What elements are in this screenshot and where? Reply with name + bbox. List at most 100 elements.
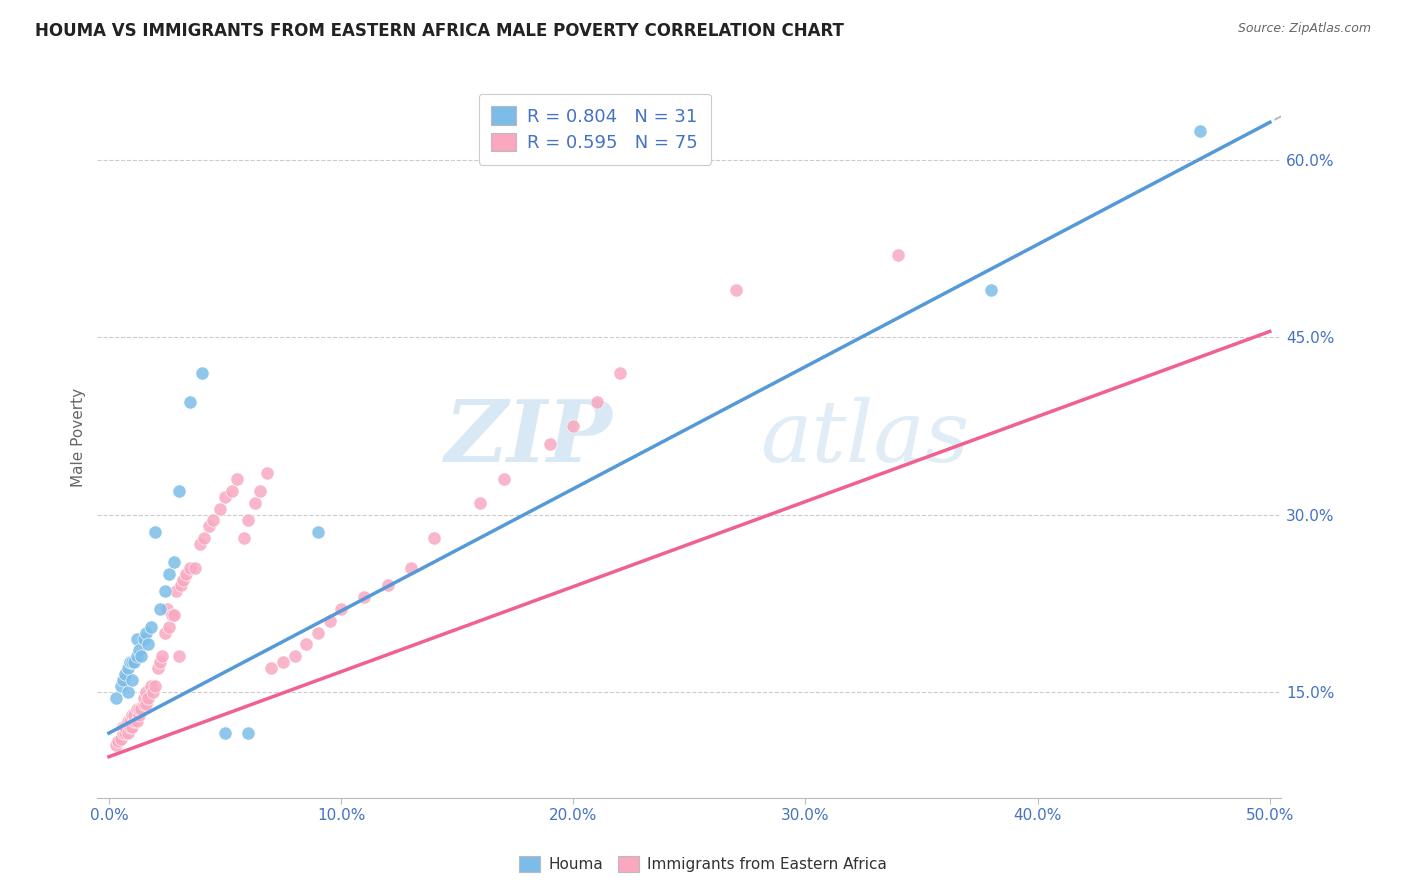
Point — [135, 625, 157, 640]
Point — [184, 560, 207, 574]
Point — [156, 602, 179, 616]
Point — [307, 625, 329, 640]
Point — [138, 638, 160, 652]
Point — [135, 697, 157, 711]
Point — [260, 661, 283, 675]
Point — [132, 690, 155, 705]
Point — [980, 283, 1002, 297]
Point — [121, 655, 143, 669]
Point — [538, 436, 561, 450]
Point — [163, 555, 186, 569]
Point — [202, 513, 225, 527]
Point — [249, 483, 271, 498]
Point — [117, 726, 139, 740]
Text: Source: ZipAtlas.com: Source: ZipAtlas.com — [1237, 22, 1371, 36]
Point — [179, 395, 201, 409]
Point — [132, 697, 155, 711]
Point — [214, 726, 236, 740]
Point — [167, 483, 190, 498]
Point — [295, 638, 318, 652]
Point — [330, 602, 353, 616]
Point — [117, 714, 139, 729]
Point — [353, 591, 375, 605]
Point — [284, 649, 307, 664]
Point — [157, 620, 180, 634]
Point — [179, 560, 201, 574]
Point — [245, 496, 267, 510]
Point — [149, 655, 172, 669]
Point — [132, 632, 155, 646]
Point — [124, 655, 146, 669]
Point — [121, 708, 143, 723]
Point — [114, 720, 136, 734]
Point — [197, 519, 219, 533]
Point — [423, 531, 446, 545]
Point — [232, 531, 254, 545]
Point — [191, 366, 214, 380]
Point — [238, 513, 260, 527]
Point — [145, 525, 167, 540]
Point — [110, 731, 132, 746]
Y-axis label: Male Poverty: Male Poverty — [72, 388, 86, 487]
Point — [887, 247, 910, 261]
Point — [609, 366, 631, 380]
Point — [238, 726, 260, 740]
Point — [214, 490, 236, 504]
Point — [121, 673, 143, 687]
Point — [114, 726, 136, 740]
Point — [209, 501, 232, 516]
Point — [167, 649, 190, 664]
Point — [139, 620, 162, 634]
Point — [118, 655, 141, 669]
Point — [131, 649, 153, 664]
Point — [149, 602, 172, 616]
Point — [165, 584, 187, 599]
Point — [124, 708, 146, 723]
Point — [157, 566, 180, 581]
Point — [135, 684, 157, 698]
Point — [128, 643, 150, 657]
Point — [110, 679, 132, 693]
Point — [142, 684, 165, 698]
Point — [188, 537, 211, 551]
Point — [146, 661, 169, 675]
Point — [114, 667, 136, 681]
Point — [125, 714, 148, 729]
Point — [104, 690, 127, 705]
Point — [117, 684, 139, 698]
Point — [562, 419, 585, 434]
Text: atlas: atlas — [761, 396, 970, 479]
Point — [256, 466, 278, 480]
Point — [125, 702, 148, 716]
Point — [307, 525, 329, 540]
Point — [160, 607, 183, 622]
Point — [399, 560, 422, 574]
Point — [492, 472, 515, 486]
Point — [153, 584, 176, 599]
Text: HOUMA VS IMMIGRANTS FROM EASTERN AFRICA MALE POVERTY CORRELATION CHART: HOUMA VS IMMIGRANTS FROM EASTERN AFRICA … — [35, 22, 844, 40]
Point — [138, 690, 160, 705]
Point — [271, 655, 294, 669]
Point — [377, 578, 399, 592]
Point — [121, 720, 143, 734]
Point — [111, 673, 134, 687]
Point — [172, 573, 194, 587]
Point — [318, 614, 340, 628]
Point — [111, 720, 134, 734]
Point — [163, 607, 186, 622]
Point — [118, 714, 141, 729]
Point — [225, 472, 247, 486]
Point — [104, 738, 127, 752]
Point — [193, 531, 215, 545]
Point — [1189, 123, 1212, 137]
Point — [128, 708, 150, 723]
Point — [170, 578, 193, 592]
Point — [107, 734, 129, 748]
Point — [174, 566, 197, 581]
Point — [724, 283, 747, 297]
Legend: Houma, Immigrants from Eastern Africa: Houma, Immigrants from Eastern Africa — [512, 848, 894, 880]
Text: ZIP: ZIP — [444, 396, 613, 480]
Point — [153, 625, 176, 640]
Point — [125, 649, 148, 664]
Point — [125, 632, 148, 646]
